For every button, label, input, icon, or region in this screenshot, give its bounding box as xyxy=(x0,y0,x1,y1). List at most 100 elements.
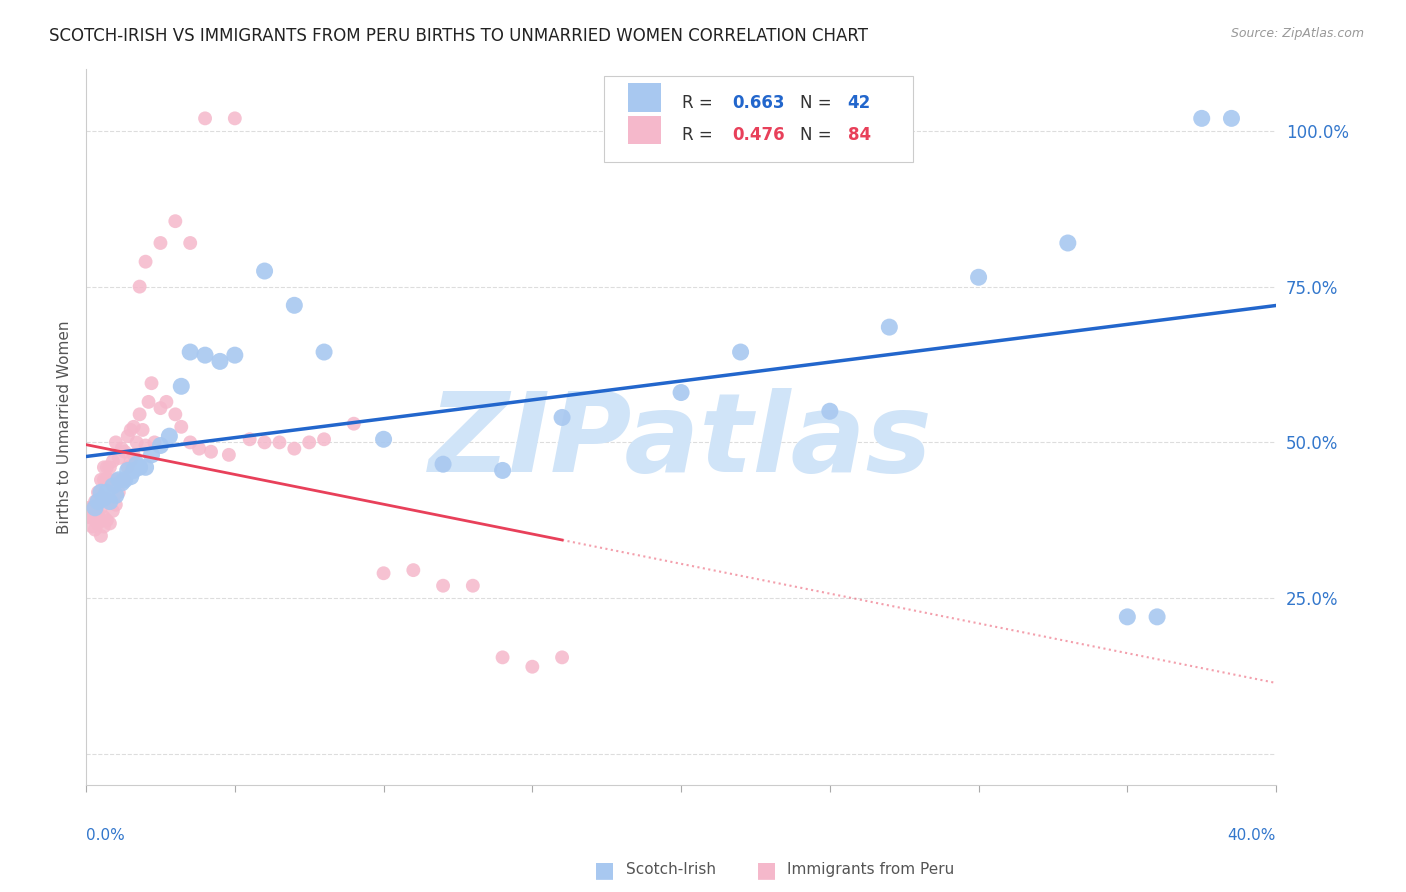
Point xyxy=(283,298,305,312)
Point xyxy=(80,510,103,524)
Point xyxy=(114,473,136,487)
FancyBboxPatch shape xyxy=(627,84,661,112)
Point xyxy=(93,491,115,506)
Point xyxy=(200,444,222,458)
Point xyxy=(179,345,201,359)
Point xyxy=(298,435,321,450)
Point xyxy=(80,500,103,515)
Point xyxy=(111,473,134,487)
Point xyxy=(135,438,157,452)
Text: N =: N = xyxy=(800,94,837,112)
Point xyxy=(194,112,217,126)
Point xyxy=(522,659,544,673)
Text: 0.476: 0.476 xyxy=(733,126,785,145)
Point xyxy=(730,345,752,359)
Point xyxy=(218,448,240,462)
Text: 84: 84 xyxy=(848,126,870,145)
Point xyxy=(373,432,395,446)
Point xyxy=(131,423,153,437)
Point xyxy=(98,494,121,508)
Point xyxy=(879,320,901,334)
Point xyxy=(224,348,246,362)
Point xyxy=(122,448,145,462)
Point xyxy=(104,488,127,502)
Point xyxy=(87,485,110,500)
Point xyxy=(90,513,112,527)
Point xyxy=(149,401,172,416)
Point xyxy=(90,529,112,543)
Point xyxy=(114,444,136,458)
Point xyxy=(818,404,841,418)
Point xyxy=(402,563,425,577)
Point xyxy=(141,448,163,462)
Point xyxy=(343,417,366,431)
Point xyxy=(208,354,231,368)
Point xyxy=(93,473,115,487)
Point xyxy=(77,500,100,515)
Point xyxy=(432,579,454,593)
Point xyxy=(93,460,115,475)
Point xyxy=(551,650,574,665)
Point xyxy=(125,457,148,471)
Point xyxy=(224,112,246,126)
Point xyxy=(135,460,157,475)
Point xyxy=(669,385,692,400)
Point xyxy=(93,510,115,524)
Point xyxy=(104,435,127,450)
Point xyxy=(96,491,118,506)
Point xyxy=(90,485,112,500)
Point xyxy=(98,473,121,487)
Point xyxy=(80,519,103,533)
Point xyxy=(128,408,150,422)
Point xyxy=(194,348,217,362)
Point xyxy=(170,419,193,434)
Text: Scotch-Irish: Scotch-Irish xyxy=(626,863,716,877)
Point xyxy=(253,264,276,278)
Point xyxy=(432,457,454,471)
Point xyxy=(87,494,110,508)
Point xyxy=(312,432,335,446)
Point xyxy=(101,504,124,518)
Point xyxy=(461,579,484,593)
Point xyxy=(117,463,139,477)
Point xyxy=(101,479,124,493)
Point xyxy=(269,435,291,450)
Point xyxy=(96,513,118,527)
Point xyxy=(87,507,110,521)
Point xyxy=(128,279,150,293)
Text: R =: R = xyxy=(682,94,718,112)
Point xyxy=(84,494,107,508)
Text: SCOTCH-IRISH VS IMMIGRANTS FROM PERU BIRTHS TO UNMARRIED WOMEN CORRELATION CHART: SCOTCH-IRISH VS IMMIGRANTS FROM PERU BIR… xyxy=(49,27,869,45)
Point xyxy=(96,473,118,487)
Point xyxy=(312,345,335,359)
Text: ■: ■ xyxy=(756,860,776,880)
Point xyxy=(114,473,136,487)
Point xyxy=(120,423,142,437)
Point xyxy=(77,510,100,524)
Point xyxy=(1116,610,1139,624)
Point xyxy=(1191,112,1213,126)
Point xyxy=(111,475,134,490)
Point xyxy=(98,516,121,531)
Point xyxy=(143,435,166,450)
Text: N =: N = xyxy=(800,126,837,145)
Point xyxy=(491,463,513,477)
Point xyxy=(491,650,513,665)
Point xyxy=(141,376,163,391)
Point xyxy=(101,479,124,493)
Point xyxy=(155,395,177,409)
Point xyxy=(165,408,187,422)
FancyBboxPatch shape xyxy=(603,76,912,161)
FancyBboxPatch shape xyxy=(627,116,661,144)
Point xyxy=(98,460,121,475)
Point xyxy=(1056,235,1078,250)
Point xyxy=(125,435,148,450)
Point xyxy=(179,435,201,450)
Point xyxy=(1220,112,1243,126)
Point xyxy=(87,516,110,531)
Text: 42: 42 xyxy=(848,94,870,112)
Point xyxy=(135,254,157,268)
Point xyxy=(122,463,145,477)
Point xyxy=(96,460,118,475)
Point xyxy=(90,491,112,506)
